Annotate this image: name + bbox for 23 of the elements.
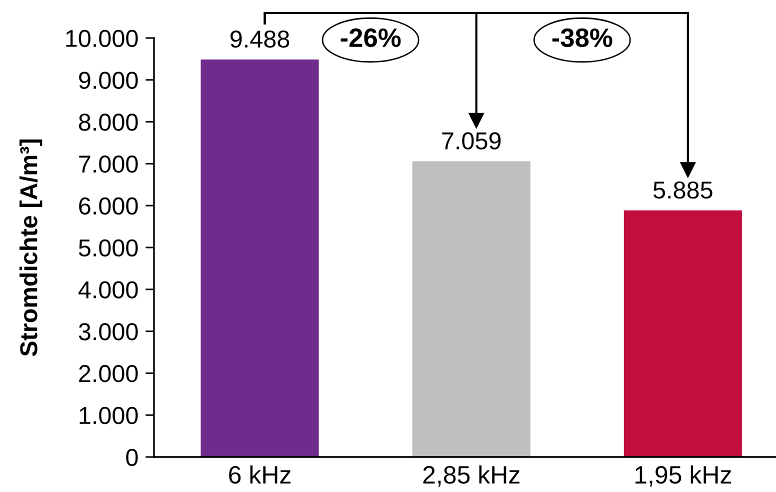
y-tick-label: 3.000 bbox=[78, 323, 138, 340]
annotation: -26% bbox=[340, 28, 401, 48]
y-tick-label: 5.000 bbox=[78, 239, 138, 257]
bar bbox=[412, 161, 530, 457]
y-tick-label: 2.000 bbox=[79, 365, 138, 382]
data-label: 9.488 bbox=[230, 30, 290, 48]
y-tick-label: 8.000 bbox=[78, 114, 138, 131]
data-label: 7.059 bbox=[442, 132, 501, 150]
x-tick-label: 6 kHz bbox=[229, 465, 290, 484]
y-tick-label: 7.000 bbox=[79, 156, 138, 173]
y-tick-label: 4.000 bbox=[78, 281, 138, 298]
y-tick-label: 0 bbox=[126, 448, 138, 466]
y-tick-label: 1.000 bbox=[80, 406, 138, 424]
x-tick-label: 2,85 kHz bbox=[423, 465, 520, 487]
bar bbox=[200, 59, 319, 457]
bar bbox=[624, 210, 742, 457]
y-tick-label: 6.000 bbox=[79, 197, 138, 215]
annotation: -38% bbox=[552, 28, 612, 48]
y-tick-label: 10.000 bbox=[66, 30, 138, 48]
x-tick-label: 1,95 kHz bbox=[635, 465, 731, 487]
data-label: 5.885 bbox=[653, 181, 712, 199]
y-tick-label: 9.000 bbox=[79, 72, 138, 89]
y-axis-title: Stromdichte [A/m³] bbox=[20, 139, 42, 356]
